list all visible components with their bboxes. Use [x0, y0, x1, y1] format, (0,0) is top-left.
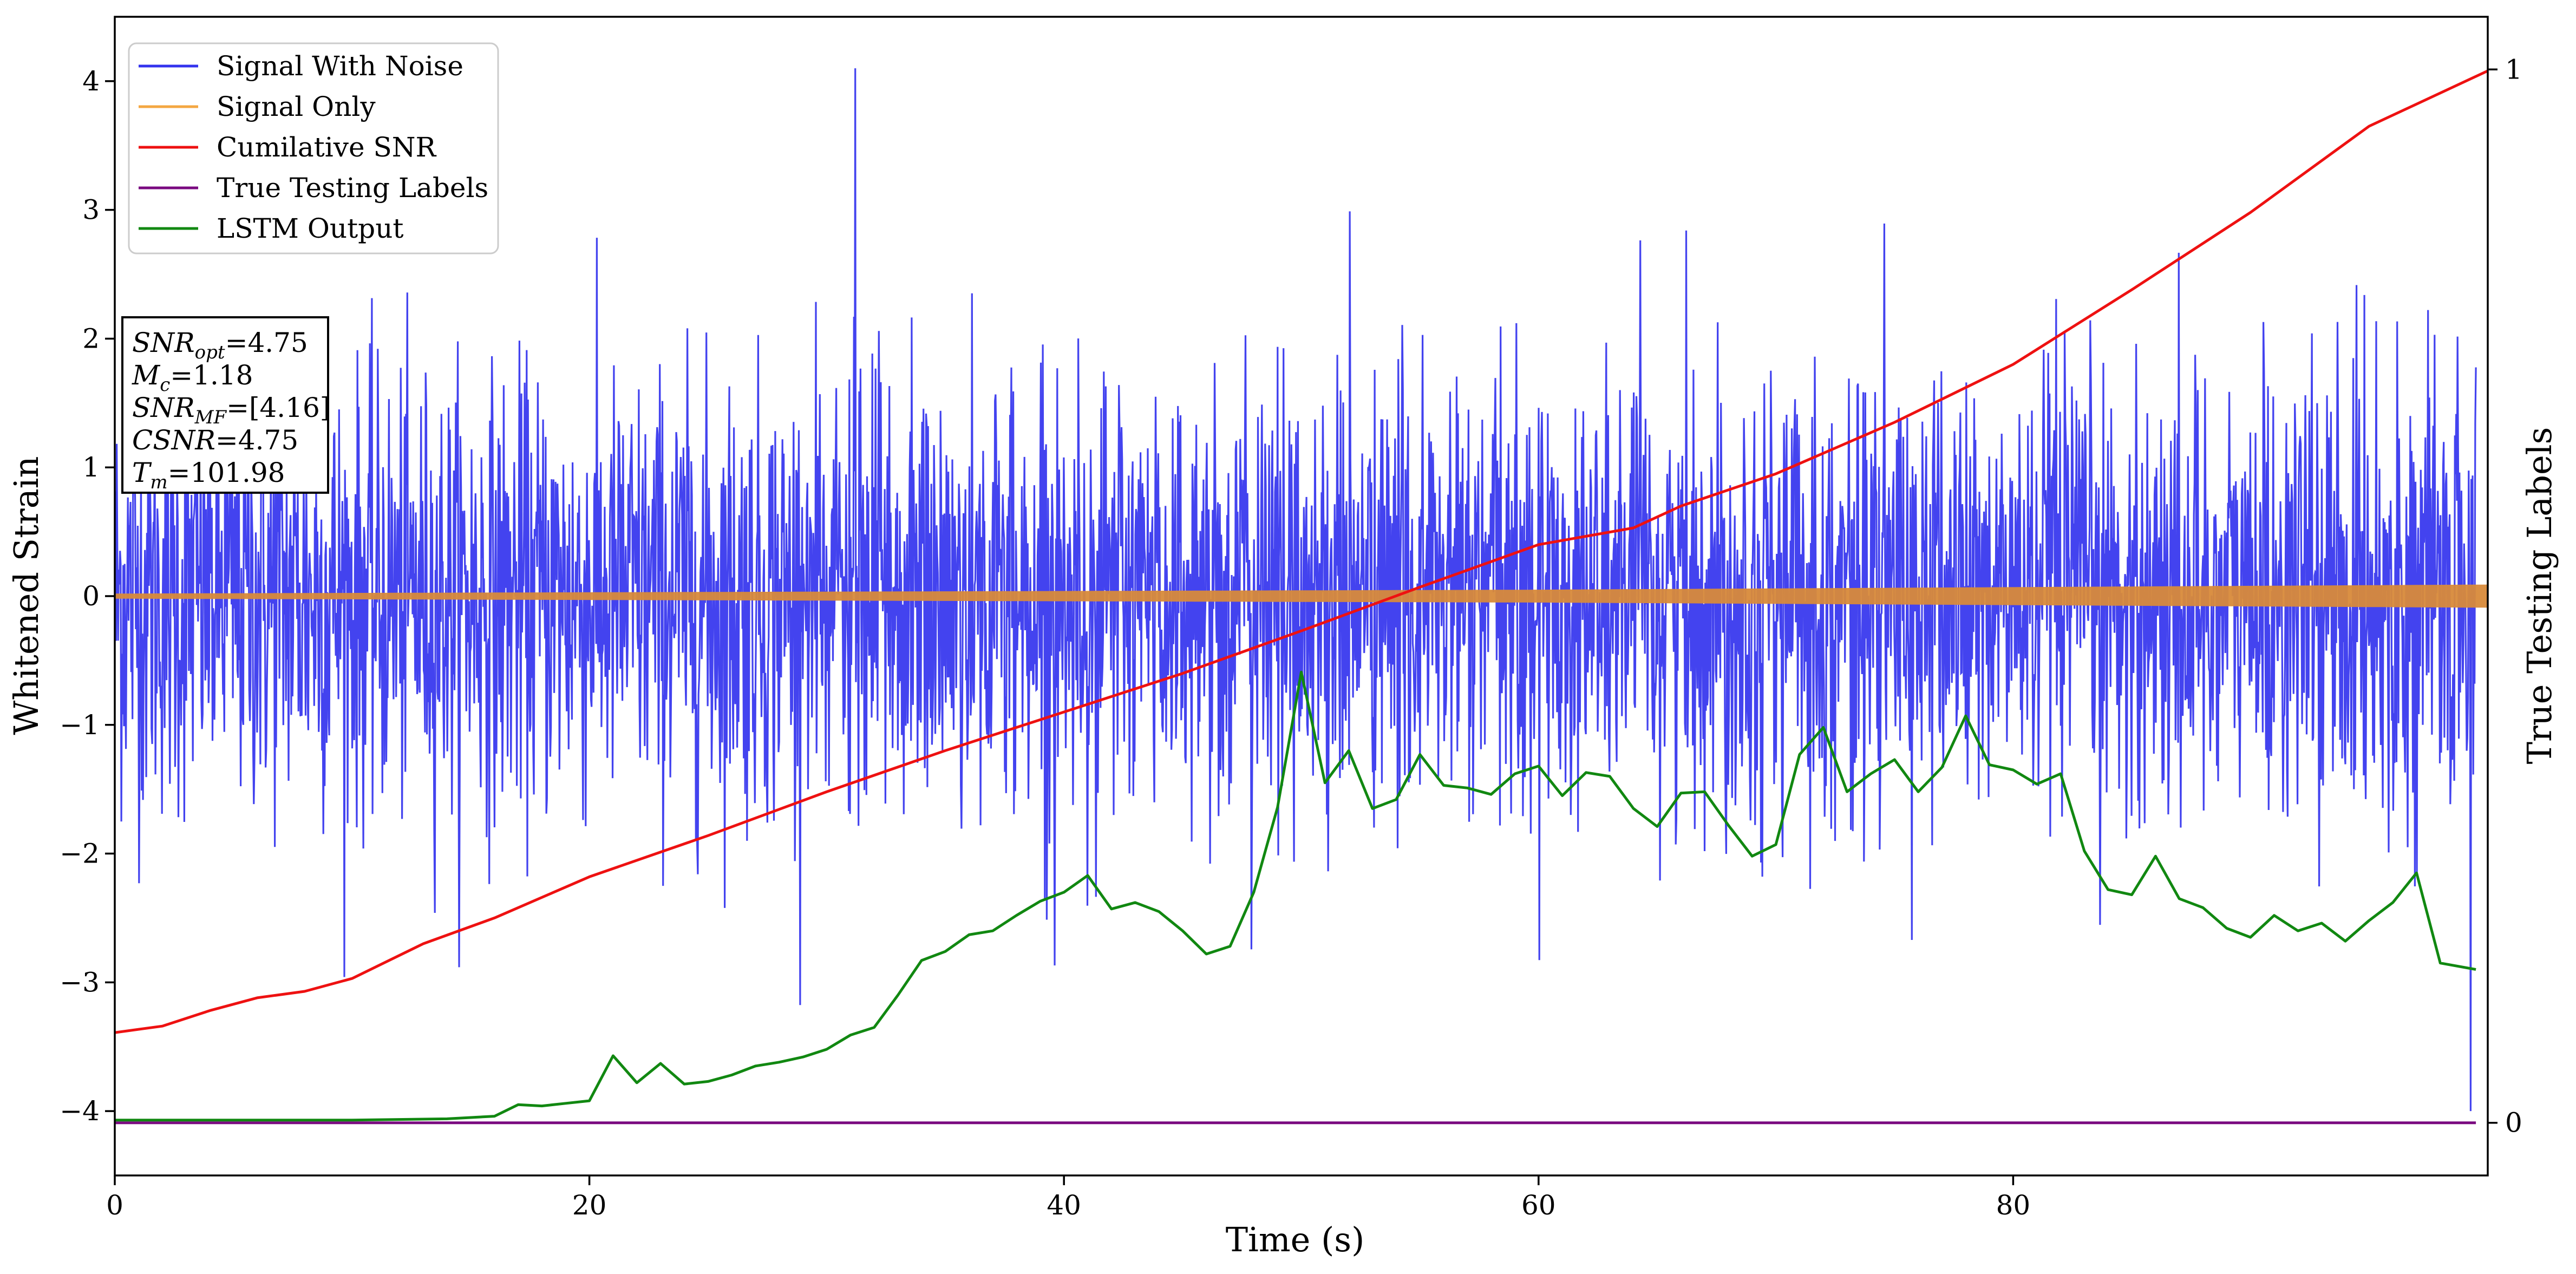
series-signal-only [115, 584, 2488, 608]
legend-label: Cumilative SNR [217, 132, 436, 163]
right-axis-ticks: 01 [2488, 54, 2522, 1139]
y-axis-ticks: −4 −3 −2 −1 0 1 2 3 4 [60, 66, 115, 1127]
x-tick-label: 80 [1996, 1190, 2031, 1221]
series-lstm-output [115, 670, 2476, 1122]
legend: Signal With Noise Signal Only Cumilative S… [128, 42, 499, 254]
y-tick-label: 1 [82, 452, 100, 483]
x-axis-label: Time (s) [1226, 1220, 1365, 1259]
y-axis-label: Whitened Strain [6, 456, 46, 735]
legend-label: Signal With Noise [217, 50, 463, 82]
plot-area [115, 68, 2488, 1125]
legend-label: LSTM Output [217, 213, 403, 244]
y-tick-label: 4 [82, 66, 100, 97]
annotation-chirp-mass: Mc=1.18 [132, 360, 253, 396]
legend-label: Signal Only [217, 91, 376, 122]
series-cumulative-snr [115, 69, 2488, 1034]
right-tick-label: 1 [2505, 54, 2522, 85]
right-axis-label: True Testing Labels [2520, 427, 2559, 765]
y-tick-label: 3 [82, 194, 100, 226]
x-tick-label: 20 [572, 1190, 607, 1221]
line-series [115, 69, 2488, 1125]
x-tick-label: 0 [106, 1190, 123, 1221]
y-tick-label: −2 [60, 838, 100, 870]
x-axis-ticks: 0 20 40 60 80 [106, 1175, 2030, 1221]
annotation-frame [121, 316, 329, 494]
annotation-tm: Tm=101.98 [132, 457, 285, 493]
annotation-csnr: CSNR=4.75 [132, 424, 298, 456]
y-tick-label: −1 [60, 709, 100, 741]
annotation-box: SNRopt=4.75 Mc=1.18 SNRMF=[4.16] CSNR=4.… [121, 316, 330, 494]
x-tick-label: 60 [1521, 1190, 1556, 1221]
y-tick-label: 2 [82, 323, 100, 354]
y-tick-label: 0 [82, 580, 100, 612]
x-tick-label: 40 [1047, 1190, 1081, 1221]
y-tick-label: −3 [60, 966, 100, 998]
right-tick-label: 0 [2505, 1107, 2522, 1139]
annotation-snr-mf: SNRMF=[4.16] [132, 392, 330, 428]
annotation-snr-opt: SNRopt=4.75 [132, 327, 308, 363]
y-tick-label: −4 [60, 1095, 100, 1127]
legend-box [128, 42, 499, 254]
legend-label: True Testing Labels [217, 172, 488, 204]
signal-series [115, 584, 2488, 608]
